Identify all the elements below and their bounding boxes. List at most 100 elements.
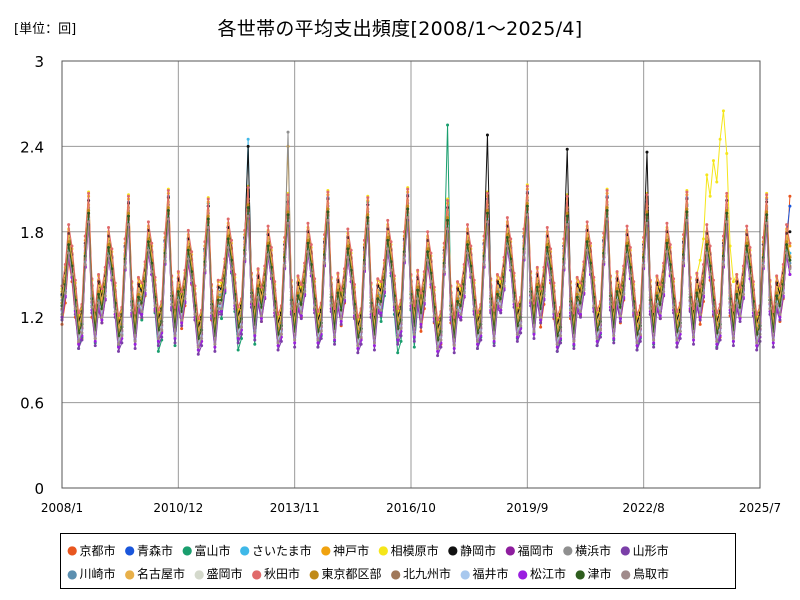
data-point bbox=[293, 338, 297, 342]
data-point bbox=[346, 255, 350, 259]
data-point bbox=[70, 244, 74, 248]
data-point bbox=[495, 301, 499, 305]
data-point bbox=[728, 305, 732, 309]
data-point bbox=[200, 337, 204, 341]
data-point bbox=[635, 341, 639, 345]
data-point bbox=[186, 245, 190, 249]
x-axis-ticks: 2008/1 2010/12 2013/11 2016/10 2019/9 2022/8 2… bbox=[41, 501, 781, 515]
data-point bbox=[459, 284, 463, 288]
data-point bbox=[595, 339, 599, 343]
data-point bbox=[366, 196, 370, 200]
legend-label: 相模原市 bbox=[390, 543, 439, 558]
data-point bbox=[545, 243, 549, 247]
data-point bbox=[146, 240, 150, 244]
data-point bbox=[525, 184, 529, 188]
data-point bbox=[213, 342, 217, 346]
data-point bbox=[279, 332, 283, 336]
data-point bbox=[406, 207, 410, 211]
data-point bbox=[765, 193, 769, 197]
data-point bbox=[416, 268, 420, 272]
legend-label: 山形市 bbox=[632, 543, 669, 558]
data-point bbox=[246, 214, 250, 218]
data-point bbox=[372, 344, 376, 348]
data-point bbox=[283, 264, 287, 268]
data-point bbox=[316, 338, 320, 342]
data-point bbox=[658, 314, 662, 318]
legend: ● 京都市 ● 青森市 ● 富山市 ● さいたま市 ● 神戸市 ● 相模原市 ● 静岡市 ● 福岡市 ● 横浜市 ●… bbox=[60, 533, 736, 589]
data-point bbox=[236, 348, 240, 352]
data-point bbox=[745, 253, 749, 257]
data-point bbox=[665, 221, 669, 225]
data-point bbox=[359, 335, 363, 339]
legend-item: ● 津市 bbox=[575, 563, 612, 585]
data-point bbox=[319, 329, 323, 333]
legend-marker-icon: ● bbox=[251, 566, 262, 581]
legend-item: ● 静岡市 bbox=[448, 539, 497, 561]
data-point bbox=[572, 339, 576, 343]
data-point bbox=[585, 240, 589, 244]
data-point bbox=[715, 342, 719, 346]
data-point bbox=[429, 251, 433, 255]
data-point bbox=[456, 308, 460, 312]
data-point bbox=[156, 349, 160, 353]
legend-label: 北九州市 bbox=[402, 567, 451, 582]
data-point bbox=[702, 291, 705, 295]
data-point bbox=[555, 314, 559, 318]
data-point bbox=[409, 301, 413, 305]
data-point bbox=[532, 329, 536, 333]
data-point bbox=[515, 335, 519, 339]
data-point bbox=[117, 314, 120, 318]
data-point bbox=[399, 327, 403, 331]
data-point bbox=[299, 282, 303, 286]
legend-item: ● 東京都区部 bbox=[309, 563, 382, 585]
data-point bbox=[439, 345, 443, 349]
data-point bbox=[253, 334, 257, 338]
data-point bbox=[598, 335, 602, 339]
data-point bbox=[572, 347, 576, 351]
data-point bbox=[778, 315, 782, 319]
data-point bbox=[150, 241, 154, 245]
data-point bbox=[555, 342, 559, 346]
data-point bbox=[605, 208, 609, 212]
data-point bbox=[326, 190, 330, 194]
data-point bbox=[166, 189, 170, 193]
data-point bbox=[695, 291, 699, 295]
legend-label: 津市 bbox=[587, 567, 612, 582]
data-point bbox=[658, 311, 662, 315]
data-point bbox=[685, 207, 689, 211]
data-point bbox=[705, 223, 709, 227]
data-point bbox=[512, 271, 516, 275]
data-point bbox=[535, 294, 539, 298]
data-point bbox=[93, 344, 97, 348]
data-point bbox=[93, 337, 97, 341]
data-point bbox=[466, 223, 469, 227]
data-point bbox=[176, 290, 180, 294]
data-point bbox=[243, 257, 247, 261]
data-point bbox=[721, 263, 725, 267]
data-point bbox=[436, 318, 440, 322]
legend-marker-icon: ● bbox=[620, 543, 631, 558]
data-point bbox=[372, 348, 376, 352]
legend-label: 福井市 bbox=[472, 567, 509, 582]
data-point bbox=[485, 191, 489, 195]
data-point bbox=[356, 351, 360, 355]
data-point bbox=[306, 250, 310, 254]
data-point bbox=[665, 250, 669, 254]
data-point bbox=[326, 207, 330, 211]
data-point bbox=[436, 349, 440, 353]
data-point bbox=[402, 258, 406, 262]
data-point bbox=[602, 260, 606, 264]
data-point bbox=[136, 275, 140, 279]
data-point bbox=[492, 337, 496, 341]
data-point bbox=[625, 241, 629, 245]
data-point bbox=[715, 347, 719, 351]
data-point bbox=[499, 311, 503, 315]
data-point bbox=[565, 194, 569, 198]
data-point bbox=[226, 237, 230, 241]
x-tick-label: 2025/7 bbox=[739, 501, 781, 515]
data-point bbox=[87, 208, 91, 212]
data-point bbox=[588, 241, 592, 245]
data-point bbox=[718, 137, 722, 141]
data-point bbox=[67, 243, 71, 247]
